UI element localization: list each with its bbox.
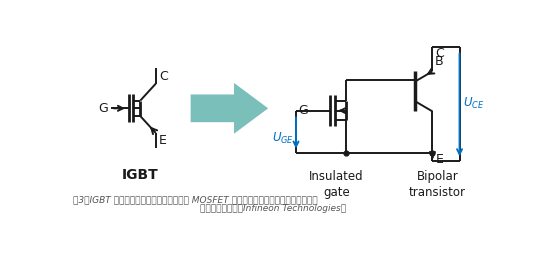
Text: 构。（图片来源：Infineon Technologies）: 构。（图片来源：Infineon Technologies） [200, 204, 346, 213]
Text: Bipolar
transistor: Bipolar transistor [409, 170, 466, 199]
Text: 图3：IGBT 的概念结构展示了构成绝缘栊的 MOSFET 和作为功率处理部分的双极晶体管结: 图3：IGBT 的概念结构展示了构成绝缘栊的 MOSFET 和作为功率处理部分的… [73, 195, 318, 204]
Text: Insulated
gate: Insulated gate [309, 170, 364, 199]
Text: $U_{GE}$: $U_{GE}$ [271, 130, 294, 146]
Text: $U_{CE}$: $U_{CE}$ [463, 96, 484, 111]
Text: G: G [298, 104, 309, 117]
Text: G: G [98, 102, 108, 115]
Text: E: E [159, 134, 167, 147]
Text: C: C [159, 70, 167, 83]
Text: B: B [435, 55, 443, 68]
Text: C: C [435, 47, 445, 60]
Text: E: E [435, 153, 443, 166]
Polygon shape [191, 83, 268, 134]
Text: IGBT: IGBT [122, 168, 159, 182]
